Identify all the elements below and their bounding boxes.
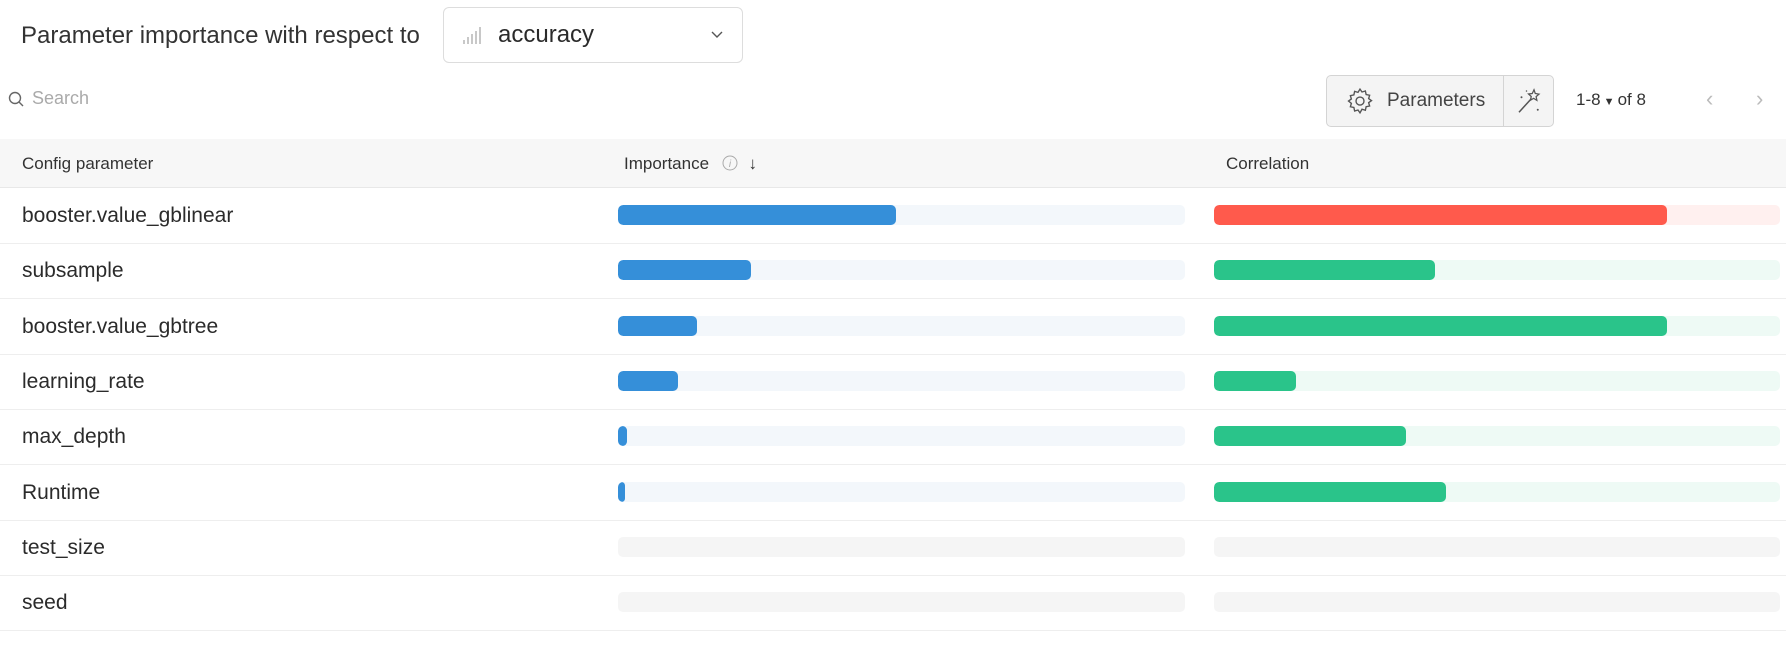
parameters-button-group: Parameters	[1326, 75, 1555, 127]
importance-bar	[618, 205, 896, 225]
correlation-bar	[1214, 537, 1780, 557]
chevron-down-icon	[711, 31, 723, 38]
column-correlation[interactable]: Correlation	[1226, 154, 1310, 173]
parameter-name: booster.value_gbtree	[22, 314, 219, 338]
correlation-bar-track	[1214, 426, 1780, 447]
magic-wand-icon	[1518, 88, 1541, 113]
correlation-bar-track	[1214, 315, 1780, 336]
correlation-bar	[1214, 260, 1435, 281]
correlation-bar	[1214, 481, 1447, 502]
bar-chart-icon	[463, 27, 481, 44]
importance-bar	[618, 426, 627, 447]
parameter-name: test_size	[22, 535, 105, 559]
correlation-bar-track	[1214, 260, 1780, 281]
correlation-bar	[1214, 315, 1667, 336]
next-page-button[interactable]: ›	[1756, 86, 1763, 112]
column-importance[interactable]: Importance i ↓	[624, 154, 757, 174]
importance-bar	[618, 370, 678, 391]
caret-down-icon[interactable]: ▼	[1600, 96, 1618, 108]
svg-text:i: i	[729, 159, 732, 170]
page-total: of 8	[1617, 90, 1646, 109]
correlation-bar	[1214, 426, 1407, 447]
parameter-name: max_depth	[22, 425, 126, 449]
search-icon	[8, 91, 24, 106]
correlation-bar	[1214, 370, 1297, 391]
table-row: max_depth	[0, 410, 1786, 466]
correlation-bar-track	[1214, 536, 1780, 557]
gear-icon	[1347, 87, 1373, 115]
parameters-button[interactable]: Parameters	[1327, 76, 1505, 126]
correlation-bar-track	[1214, 592, 1780, 613]
importance-bar	[618, 260, 752, 281]
magic-wand-button[interactable]	[1504, 76, 1553, 126]
parameter-name: learning_rate	[22, 369, 145, 393]
table-row: Runtime	[0, 466, 1786, 521]
info-icon[interactable]: i	[722, 155, 738, 171]
metric-select[interactable]: accuracy	[443, 7, 743, 63]
parameter-name: booster.value_gblinear	[22, 204, 234, 227]
table-row: booster.value_gblinear	[0, 189, 1786, 244]
importance-bar-track	[618, 592, 1185, 613]
search-placeholder: Search	[32, 88, 90, 108]
parameter-name: seed	[22, 591, 68, 615]
search-input[interactable]: Search	[8, 88, 89, 109]
importance-bar	[618, 315, 698, 336]
prev-page-button[interactable]: ‹	[1706, 86, 1713, 112]
table-row: test_size	[0, 521, 1786, 576]
importance-bar	[618, 537, 1185, 557]
importance-bar-track	[618, 536, 1185, 557]
column-importance-label: Importance	[624, 154, 710, 173]
table-row: seed	[0, 576, 1786, 632]
correlation-bar	[1214, 592, 1780, 612]
metric-value: accuracy	[498, 21, 595, 48]
column-config-parameter[interactable]: Config parameter	[22, 154, 154, 173]
sort-down-arrow-icon[interactable]: ↓	[748, 154, 758, 173]
pagination: 1-8 ▼ of 8	[1576, 90, 1646, 110]
importance-bar-track	[618, 315, 1185, 336]
table-row: learning_rate	[0, 355, 1786, 410]
importance-bar-track	[618, 205, 1185, 225]
page-title: Parameter importance with respect to	[21, 22, 420, 49]
correlation-bar-track	[1214, 370, 1780, 391]
parameter-name: subsample	[22, 259, 124, 283]
importance-bar-track	[618, 370, 1185, 391]
correlation-bar	[1214, 205, 1667, 225]
correlation-bar-track	[1214, 205, 1780, 225]
table-row: subsample	[0, 244, 1786, 300]
chevron-right-icon: ›	[1756, 86, 1764, 111]
correlation-bar-track	[1214, 481, 1780, 502]
importance-bar-track	[618, 426, 1185, 447]
parameters-label: Parameters	[1387, 90, 1486, 111]
table-row: booster.value_gbtree	[0, 300, 1786, 355]
parameter-name: Runtime	[22, 480, 101, 504]
importance-bar-track	[618, 481, 1185, 502]
page-range-select[interactable]: 1-8	[1576, 90, 1601, 109]
chevron-left-icon: ‹	[1706, 86, 1714, 111]
importance-bar-track	[618, 260, 1185, 281]
table-header: Config parameter Importance i ↓ Correlat…	[0, 139, 1786, 188]
importance-bar	[618, 481, 625, 502]
importance-bar	[618, 592, 1185, 612]
